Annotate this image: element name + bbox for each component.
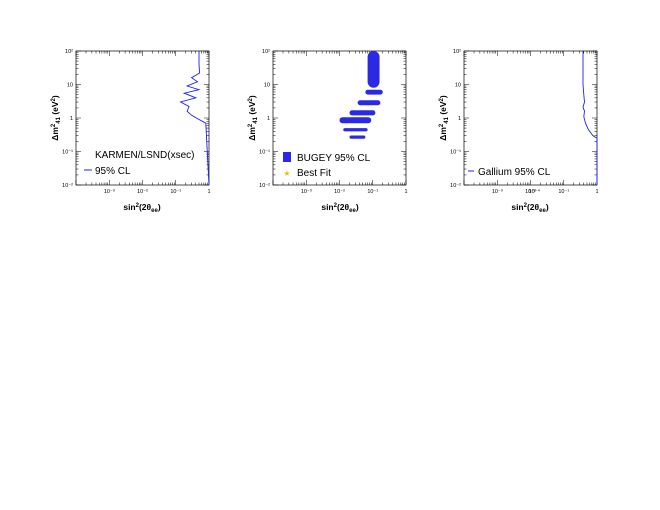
x-tick-label: 10⁻³ <box>104 189 115 195</box>
y-tick-label: 10⁻² <box>450 183 461 189</box>
y-tick-label: 1 <box>70 116 73 122</box>
legend-entry-95cl: 95% CL <box>95 166 131 177</box>
plot-frame <box>272 50 407 186</box>
best-fit-star-icon: ★ <box>283 169 290 178</box>
contour-line <box>179 51 210 186</box>
plot-frame <box>463 50 598 186</box>
x-tick-label: 10⁻² <box>137 189 148 195</box>
y-tick-label: 10⁻² <box>62 183 73 189</box>
allowed-region <box>357 100 381 106</box>
y-tick-label: 1 <box>458 116 461 122</box>
legend-entry-bugey: BUGEY 95% CL <box>297 153 371 164</box>
y-axis-label: Δm241 (eV2) <box>247 95 259 141</box>
x-axis-label: sin2(2θee) <box>321 202 358 214</box>
x-tick-label: 10⁻¹ <box>558 189 569 195</box>
legend-fill-icon <box>283 152 291 162</box>
y-tick-label: 10 <box>67 83 73 89</box>
allowed-region <box>349 110 376 116</box>
allowed-region <box>343 128 368 132</box>
legend-entry-gallium: Gallium 95% CL <box>478 167 551 178</box>
y-tick-label: 10 <box>455 83 461 89</box>
plot-marks <box>339 51 383 139</box>
y-tick-label: 10² <box>65 49 73 55</box>
panel-bugey: 10⁻³ 10⁻² 10⁻¹ 1 10⁻² 10⁻¹ 1 10 10² sin2(2θee) Δ… <box>247 49 408 214</box>
x-tick-label: 1 <box>404 189 407 195</box>
y-tick-label: 10 <box>264 83 270 89</box>
plot-marks <box>179 51 210 186</box>
y-tick-label: 1 <box>267 116 270 122</box>
y-tick-label: 10⁻¹ <box>450 150 461 156</box>
y-tick-label: 10⁻¹ <box>259 150 270 156</box>
plot-marks <box>582 51 598 185</box>
x-tick-label: 10⁻² <box>334 189 345 195</box>
y-axis-label: Δm241 (eV2) <box>438 95 450 141</box>
y-tick-label: 10⁻² <box>259 183 270 189</box>
x-tick-label: 10⁻³ <box>492 189 503 195</box>
legend-entry-title: KARMEN/LSND(xsec) <box>95 150 194 161</box>
contour-line <box>582 51 598 185</box>
y-axis-label: Δm241 (eV2) <box>50 95 62 141</box>
allowed-region <box>349 135 366 139</box>
y-tick-label: 10² <box>262 49 270 55</box>
x-tick-label: 10⁻³ <box>301 189 312 195</box>
x-axis-label: sin2(2θee) <box>511 202 548 214</box>
legend-entry-best-fit: Best Fit <box>297 168 331 179</box>
y-tick-label: 10² <box>453 49 461 55</box>
x-tick-label: 10⁻⁴ <box>529 188 541 195</box>
x-tick-label: 10⁻² <box>525 189 536 195</box>
allowed-region <box>365 89 383 95</box>
x-tick-label: 10⁻¹ <box>367 189 378 195</box>
y-tick-label: 10⁻¹ <box>62 150 73 156</box>
panel-karmen-lsnd: 10⁻³ 10⁻² 10⁻¹ 1 10⁻² 10⁻¹ 1 10 10² sin2(2θee) Δ… <box>50 49 211 214</box>
axis-ticks: 10⁻³ 10⁻² 10⁻¹ 1 10⁻² 10⁻¹ 1 10 10² <box>259 49 407 195</box>
axis-ticks: 10⁻³ 10⁻² 10⁻¹ 1 10⁻² 10⁻¹ 1 10 10² <box>62 49 210 195</box>
allowed-region <box>367 51 380 88</box>
x-tick-label: 1 <box>207 189 210 195</box>
x-axis-label: sin2(2θee) <box>123 202 160 214</box>
plot-frame <box>75 50 210 186</box>
allowed-region <box>339 117 372 124</box>
x-tick-label: 1 <box>595 189 598 195</box>
x-tick-label: 10⁻¹ <box>170 189 181 195</box>
